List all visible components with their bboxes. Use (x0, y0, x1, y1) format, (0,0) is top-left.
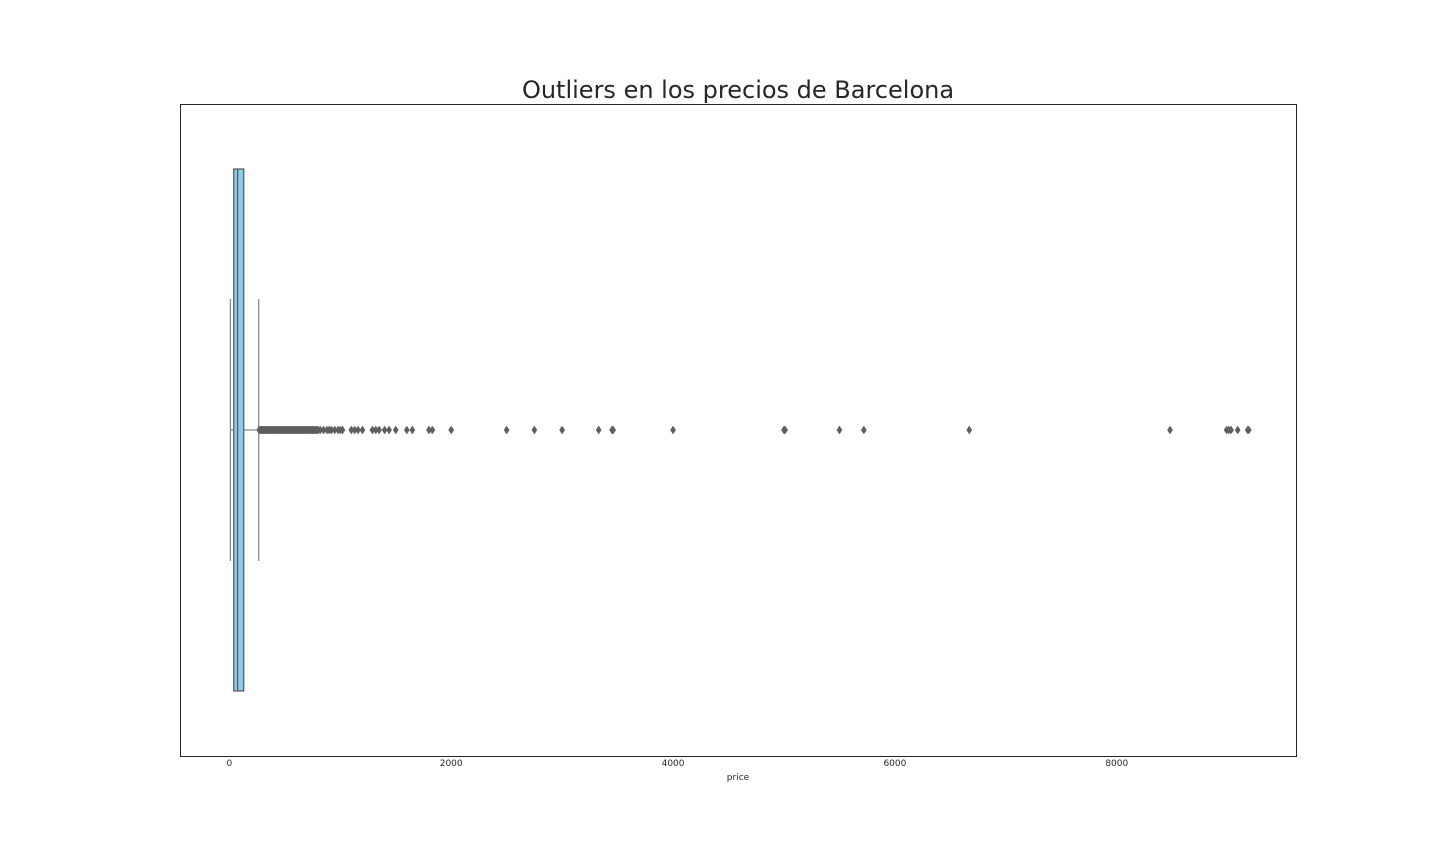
outlier-point (559, 425, 566, 435)
iqr-box (233, 168, 245, 692)
outlier-point (359, 425, 366, 435)
outlier-point (531, 425, 538, 435)
outlier-point (381, 425, 388, 435)
outlier-point (860, 425, 867, 435)
outlier-point (339, 425, 346, 435)
outlier-point (595, 425, 602, 435)
outlier-point (376, 425, 382, 435)
outlier-point (448, 425, 455, 435)
x-tick-label: 0 (226, 759, 232, 769)
outlier-point (409, 425, 416, 435)
plot-area (229, 168, 260, 692)
outlier-point (355, 425, 361, 435)
outlier-point (610, 425, 617, 435)
outlier-point (1245, 425, 1252, 435)
outlier-point (782, 425, 788, 435)
outlier-point (429, 425, 436, 435)
x-tick-label: 4000 (662, 759, 685, 769)
x-axis-ticks: 0 2000 4000 6000 8000 (226, 759, 1128, 769)
x-tick-label: 6000 (883, 759, 906, 769)
x-tick-label: 2000 (440, 759, 463, 769)
outlier-point (1167, 425, 1173, 435)
outlier-point (386, 425, 392, 435)
outlier-points (256, 425, 1252, 435)
outlier-point (403, 425, 410, 435)
plot-frame (180, 104, 1297, 757)
outlier-point (1228, 425, 1234, 435)
outlier-point (503, 425, 510, 435)
chart-title: Outliers en los precios de Barcelona (522, 76, 954, 104)
outlier-point (670, 425, 676, 435)
outlier-point (836, 425, 843, 435)
x-axis-label: price (727, 773, 750, 783)
x-tick-label: 8000 (1105, 759, 1128, 769)
outlier-point (392, 425, 399, 435)
outlier-point (966, 425, 973, 435)
outlier-point (1234, 425, 1241, 435)
